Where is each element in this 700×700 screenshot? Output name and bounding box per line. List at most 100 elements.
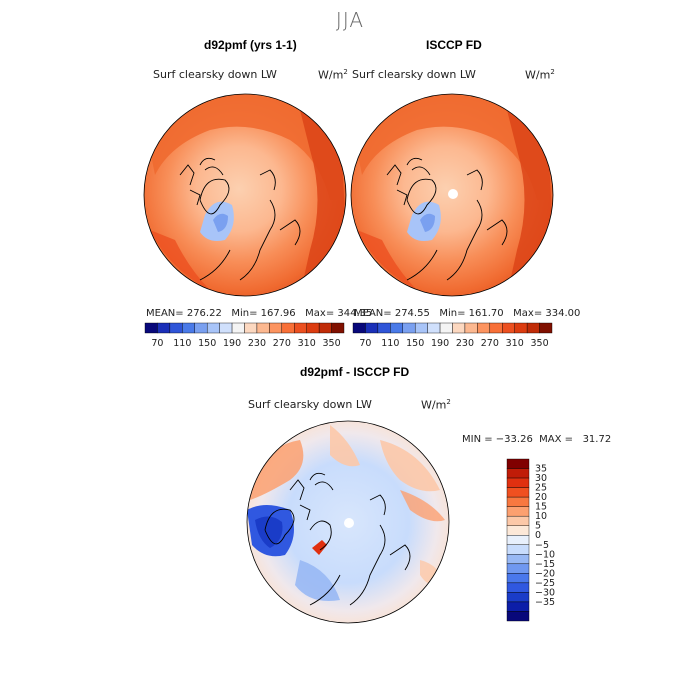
difference-panel-title: d92pmf - ISCCP FD (300, 365, 410, 379)
difference-colorbar-swatch-7 (506, 525, 530, 536)
left-colorbar-swatch-2 (169, 322, 183, 334)
season-title: JJA (335, 8, 365, 32)
right-colorbar-tick-label: 230 (456, 338, 474, 349)
left-colorbar-swatch-5 (206, 322, 220, 334)
right-colorbar: 70 110 150 190 230 270 310 350 (352, 322, 553, 349)
left-stats: MEAN= 276.22 Min= 167.96 Max= 344.35 (146, 308, 373, 319)
difference-colorbar-tick-label: −15 (535, 559, 555, 570)
left-colorbar-swatch-8 (244, 322, 258, 334)
right-colorbar-tick-label: 190 (431, 338, 449, 349)
difference-colorbar-tick-label: 10 (535, 511, 547, 522)
difference-colorbar-swatch-0 (506, 458, 530, 469)
right-colorbar-swatch-2 (377, 322, 391, 334)
right-colorbar-swatch-13 (514, 322, 528, 334)
left-colorbar-tick-label: 190 (223, 338, 241, 349)
difference-colorbar-tick-label: −25 (535, 578, 555, 589)
difference-colorbar-tick-label: 25 (535, 483, 547, 494)
difference-colorbar-tick-label: 35 (535, 464, 547, 475)
right-units-label: W/m2 (525, 68, 555, 82)
right-colorbar-swatch-11 (489, 322, 503, 334)
left-colorbar-swatch-10 (269, 322, 283, 334)
left-colorbar: 70 110 150 190 230 270 310 350 (144, 322, 345, 349)
difference-colorbar-tick-label: 0 (535, 530, 541, 541)
difference-colorbar-swatch-4 (506, 496, 530, 507)
difference-colorbar-swatch-15 (506, 601, 530, 612)
right-panel-title: ISCCP FD (426, 38, 482, 52)
right-stats: MEAN= 274.55 Min= 161.70 Max= 334.00 (354, 308, 581, 319)
right-colorbar-tick-label: 150 (406, 338, 424, 349)
left-colorbar-swatch-15 (331, 322, 345, 334)
left-colorbar-swatch-7 (231, 322, 245, 334)
right-field-label: Surf clearsky down LW (352, 68, 476, 81)
difference-colorbar-swatch-10 (506, 554, 530, 565)
left-colorbar-swatch-9 (256, 322, 270, 334)
left-colorbar-swatch-3 (182, 322, 195, 334)
left-colorbar-tick-label: 150 (198, 338, 216, 349)
difference-colorbar-swatch-3 (506, 487, 530, 498)
left-panel-title: d92pmf (yrs 1-1) (204, 38, 297, 52)
right-colorbar-swatch-3 (390, 322, 403, 334)
left-colorbar-tick-label: 110 (173, 338, 191, 349)
left-field-label: Surf clearsky down LW (153, 68, 277, 81)
right-colorbar-swatch-6 (427, 322, 441, 334)
left-colorbar-tick-label: 270 (273, 338, 291, 349)
right-colorbar-swatch-1 (365, 322, 379, 334)
left-colorbar-swatch-4 (194, 322, 208, 334)
difference-colorbar-swatch-5 (506, 506, 530, 517)
left-units-label: W/m2 (318, 68, 348, 82)
difference-colorbar-swatch-16 (506, 611, 530, 622)
right-colorbar-swatch-15 (539, 322, 553, 334)
difference-colorbar-tick-label: −5 (535, 540, 549, 551)
difference-units-label: W/m2 (421, 398, 451, 412)
right-colorbar-swatch-0 (352, 322, 366, 334)
difference-colorbar-tick-label: 15 (535, 502, 547, 513)
left-colorbar-tick-label: 310 (298, 338, 316, 349)
left-polar-map (144, 94, 346, 296)
left-colorbar-tick-label: 70 (151, 338, 163, 349)
difference-colorbar-tick-label: 20 (535, 492, 547, 503)
difference-colorbar-swatch-14 (506, 592, 530, 603)
right-polar-map (351, 94, 553, 296)
right-colorbar-swatch-9 (464, 322, 478, 334)
difference-colorbar-tick-label: −30 (535, 587, 555, 598)
difference-colorbar-tick-label: 5 (535, 521, 541, 532)
difference-colorbar-tick-label: −20 (535, 568, 555, 579)
left-colorbar-swatch-1 (157, 322, 171, 334)
difference-colorbar-swatch-9 (506, 544, 530, 555)
difference-colorbar-tick-label: 30 (535, 473, 547, 484)
difference-colorbar-swatch-13 (506, 582, 530, 593)
difference-colorbar-swatch-12 (506, 573, 530, 584)
left-colorbar-tick-label: 350 (322, 338, 340, 349)
right-colorbar-swatch-4 (402, 322, 416, 334)
difference-colorbar-tick-label: −10 (535, 549, 555, 560)
difference-polar-map (247, 421, 449, 623)
difference-colorbar-swatch-8 (506, 535, 530, 545)
difference-colorbar-swatch-6 (506, 515, 530, 526)
right-colorbar-tick-label: 350 (530, 338, 548, 349)
left-colorbar-swatch-6 (219, 322, 233, 334)
left-colorbar-swatch-13 (306, 322, 320, 334)
right-colorbar-swatch-10 (477, 322, 491, 334)
left-colorbar-swatch-12 (294, 322, 307, 334)
left-colorbar-swatch-11 (281, 322, 295, 334)
right-colorbar-tick-label: 110 (381, 338, 399, 349)
right-colorbar-swatch-12 (502, 322, 515, 334)
left-colorbar-swatch-14 (318, 322, 332, 334)
difference-colorbar-tick-label: −35 (535, 597, 555, 608)
difference-field-label: Surf clearsky down LW (248, 398, 372, 411)
difference-colorbar-swatch-11 (506, 563, 530, 574)
right-colorbar-swatch-5 (414, 322, 428, 334)
difference-stats: MIN = −33.26 MAX = 31.72 (462, 434, 612, 445)
right-colorbar-swatch-8 (452, 322, 466, 334)
right-colorbar-tick-label: 310 (506, 338, 524, 349)
difference-colorbar-swatch-2 (506, 477, 530, 488)
left-colorbar-swatch-0 (144, 322, 158, 334)
left-colorbar-tick-label: 230 (248, 338, 266, 349)
right-colorbar-swatch-7 (439, 322, 453, 334)
right-colorbar-tick-label: 70 (359, 338, 371, 349)
difference-colorbar-swatch-1 (506, 468, 530, 479)
right-colorbar-swatch-14 (526, 322, 540, 334)
